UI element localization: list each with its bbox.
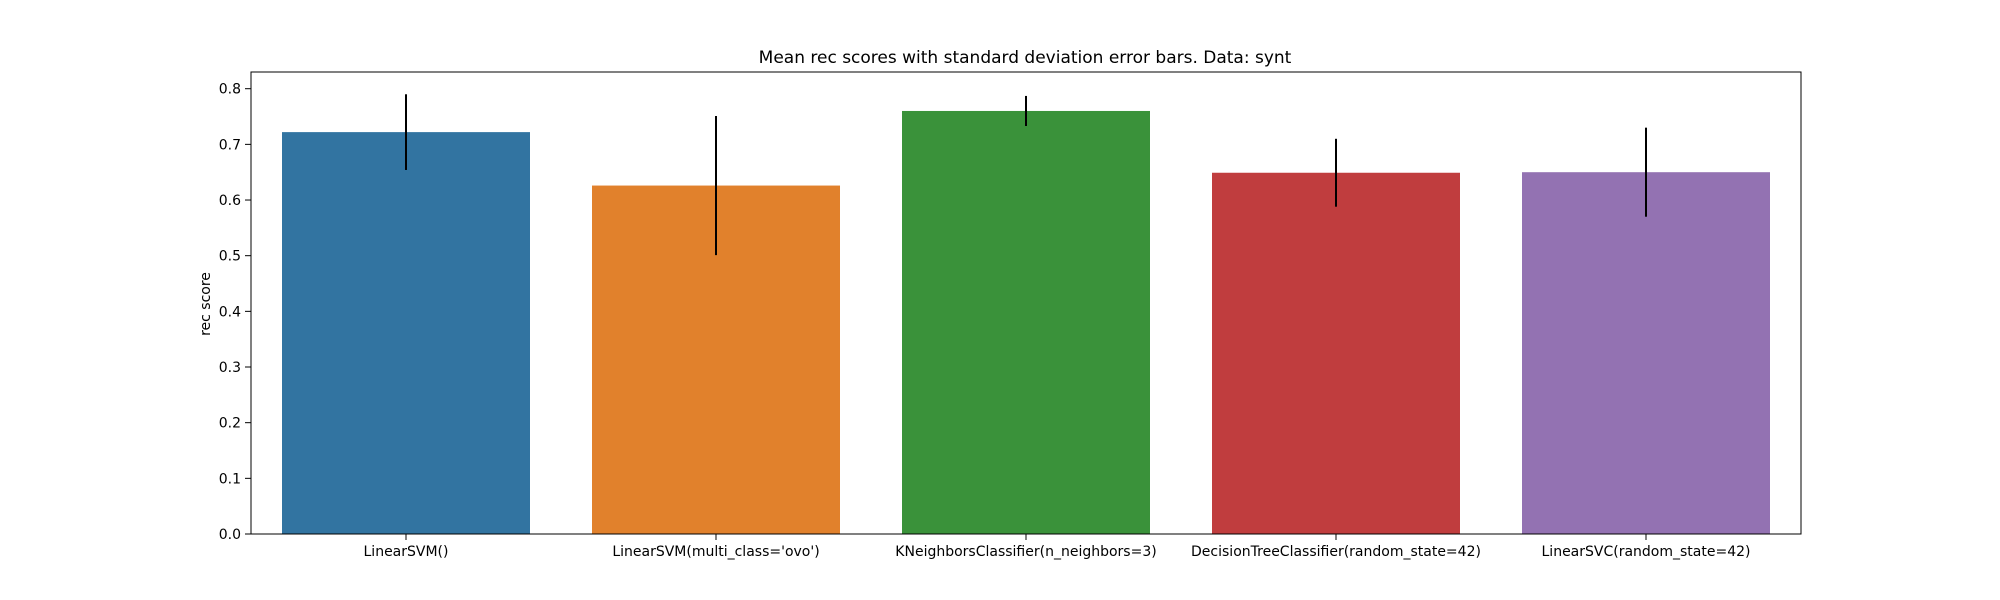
error-bars xyxy=(405,94,1647,256)
y-tick-label: 0.6 xyxy=(219,193,241,209)
y-axis-ticks: 0.0 0.1 0.2 0.3 0.4 0.5 0.6 0.7 0.8 xyxy=(219,82,251,543)
y-tick-label: 0.3 xyxy=(219,360,241,376)
bar xyxy=(1522,172,1770,535)
y-tick-label: 0.2 xyxy=(219,416,241,432)
y-tick-label: 0.5 xyxy=(219,249,241,265)
x-tick-label: DecisionTreeClassifier(random_state=42) xyxy=(1191,544,1481,560)
y-tick-label: 0.7 xyxy=(219,137,241,153)
bar xyxy=(1212,172,1460,535)
bars xyxy=(282,110,1770,535)
x-axis-ticks: LinearSVM() LinearSVM(multi_class='ovo') K… xyxy=(364,534,1751,560)
y-tick-label: 0.4 xyxy=(219,304,241,320)
y-tick-label: 0.8 xyxy=(219,82,241,98)
x-tick-label: KNeighborsClassifier(n_neighbors=3) xyxy=(895,544,1156,560)
x-tick-label: LinearSVC(random_state=42) xyxy=(1542,544,1751,560)
y-tick-label: 0.1 xyxy=(219,471,241,487)
bar xyxy=(902,110,1150,534)
bar xyxy=(282,132,530,534)
x-tick-label: LinearSVM() xyxy=(364,544,449,560)
x-tick-label: LinearSVM(multi_class='ovo') xyxy=(612,544,819,560)
plot-frame xyxy=(250,71,1802,535)
chart-title: Mean rec scores with standard deviation … xyxy=(759,48,1292,68)
y-axis-title: rec score xyxy=(198,272,214,336)
y-tick-label: 0.0 xyxy=(219,527,241,543)
